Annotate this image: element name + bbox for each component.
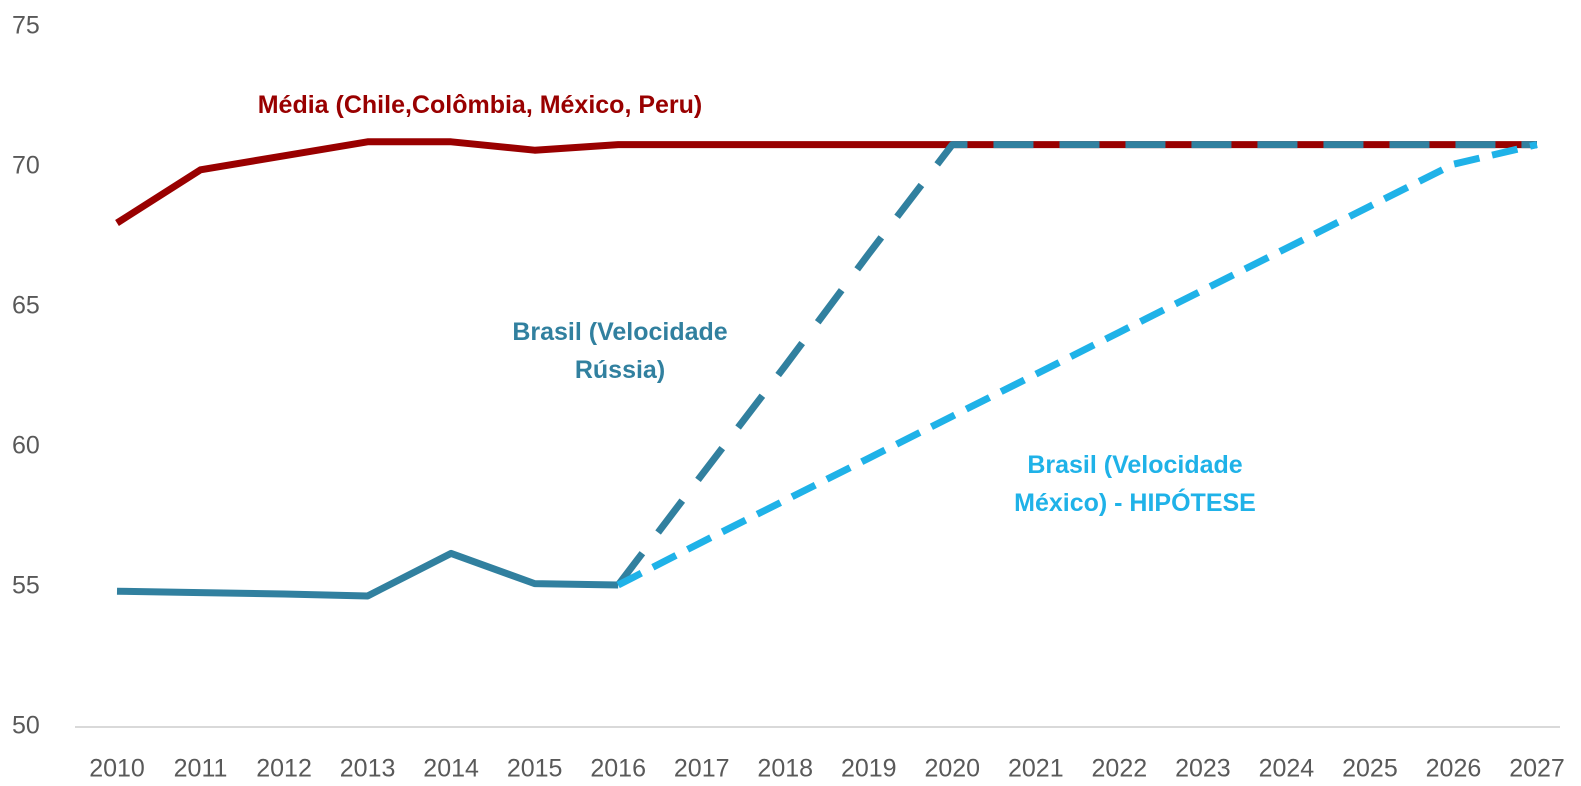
x-tick-label: 2022: [1092, 755, 1148, 783]
x-tick-label: 2012: [256, 755, 312, 783]
series-line: [116, 549, 619, 600]
x-tick-label: 2026: [1426, 755, 1482, 783]
x-tick-label: 2017: [674, 755, 730, 783]
x-tick-label: 2027: [1509, 755, 1565, 783]
x-tick-label: 2025: [1342, 755, 1398, 783]
y-tick-label: 70: [12, 152, 40, 180]
y-tick-label: 55: [12, 572, 40, 600]
series-label-russia: Brasil (Velocidade Rússia): [512, 318, 728, 384]
x-tick-label: 2016: [590, 755, 646, 783]
x-tick-label: 2018: [757, 755, 813, 783]
x-tick-label: 2011: [174, 755, 228, 783]
y-tick-label: 65: [12, 292, 40, 320]
y-tick-label: 60: [12, 432, 40, 460]
series-line: [615, 141, 1537, 588]
y-tick-label: 50: [12, 712, 40, 740]
x-tick-label: 2019: [841, 755, 897, 783]
x-tick-label: 2021: [1008, 755, 1064, 783]
y-tick-label: 75: [12, 12, 40, 40]
series-line: [616, 141, 1538, 589]
x-tick-label: 2024: [1259, 755, 1315, 783]
x-tick-label: 2010: [89, 755, 145, 783]
series-label-media: Média (Chile,Colômbia, México, Peru): [257, 91, 703, 119]
x-tick-label: 2013: [340, 755, 396, 783]
x-tick-label: 2023: [1175, 755, 1231, 783]
x-tick-label: 2020: [924, 755, 980, 783]
x-tick-label: 2015: [507, 755, 563, 783]
x-tick-label: 2014: [423, 755, 479, 783]
series-line: [115, 138, 1537, 226]
series-label-mexico: Brasil (Velocidade México) - HIPÓTESE: [1014, 451, 1256, 517]
